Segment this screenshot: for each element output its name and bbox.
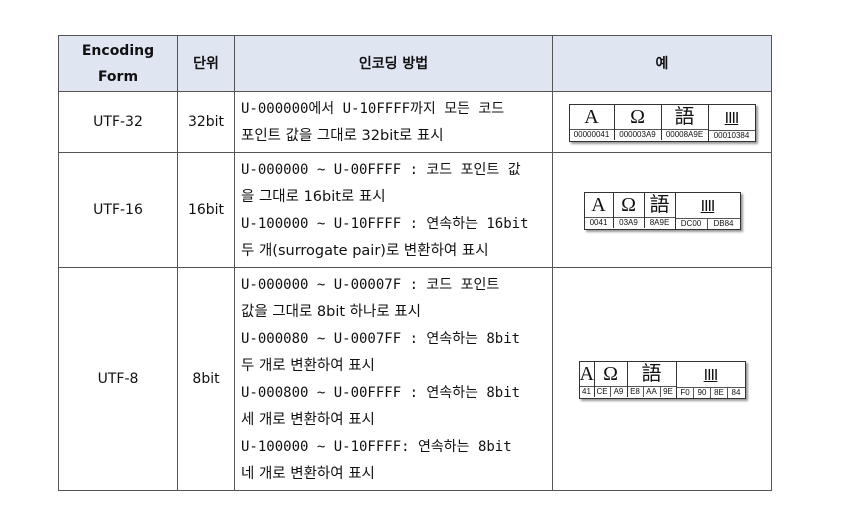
glyph-cell: A 00000041 [569, 105, 614, 140]
glyph-latin-a: A [579, 362, 594, 385]
code-unit: A9 [609, 386, 627, 397]
method-cell: U-000000 ~ U-00007F : 코드 포인트 값을 그대로 8bit… [234, 267, 553, 491]
method-line: U-000800 ~ U-00FFFF : 연속하는 8bit [241, 385, 521, 401]
glyph-omega: Ω [630, 105, 645, 128]
code-unit: 84 [727, 387, 744, 398]
code-unit: DB84 [706, 218, 740, 229]
glyph-cell: A 41 [579, 362, 594, 397]
header-example: 예 [552, 35, 772, 92]
unit-cell: 32bit [177, 91, 235, 153]
method-line: 세 개로 변환하여 표시 [241, 412, 375, 428]
code-unit: AA [642, 386, 660, 397]
unit-cell: 8bit [177, 267, 235, 491]
glyph-cell: 語 00008A9E [660, 104, 708, 140]
header-method: 인코딩 방법 [234, 35, 553, 92]
method-line: 네 개로 변환하여 표시 [241, 466, 375, 482]
header-row: Encoding Form 단위 인코딩 방법 예 [58, 35, 772, 92]
method-line: U-000000 ~ U-00FFFF : 코드 포인트 값 [241, 162, 521, 178]
glyph-cell: Ω 03A9 [612, 192, 644, 228]
glyph-han-eo: 語 [674, 105, 695, 128]
glyph-han-eo: 語 [649, 193, 670, 216]
code-unit: 00008A9E [665, 129, 704, 139]
code-unit: F0 [680, 387, 690, 397]
code-unit: 8A9E [649, 217, 670, 227]
method-line: 두 개로 변환하여 표시 [241, 358, 375, 374]
example-figure-utf16: A 0041 Ω 03A9 語 8A9E IIII DC00 DB84 [583, 191, 741, 230]
table-row: UTF-8 8bit U-000000 ~ U-00007F : 코드 포인트 … [58, 267, 772, 491]
form-cell: UTF-16 [58, 152, 178, 268]
code-unit: 000003A9 [619, 129, 656, 139]
header-encoding-form: Encoding Form [58, 35, 178, 92]
glyph-cell: IIII 00010384 [707, 104, 755, 141]
code-unit: 0041 [589, 217, 608, 227]
unit-cell: 16bit [177, 152, 235, 268]
glyph-cell: IIII F0 90 8E 84 [675, 361, 745, 398]
glyph-latin-a: A [591, 193, 606, 216]
code-unit: 03A9 [619, 217, 638, 227]
method-cell: U-000000 ~ U-00FFFF : 코드 포인트 값 을 그대로 16b… [234, 152, 553, 268]
method-line: U-000080 ~ U-0007FF : 연속하는 8bit [241, 331, 521, 347]
code-unit: 41 [582, 386, 591, 396]
glyph-cell: Ω 000003A9 [613, 104, 661, 140]
method-line: 을 그대로 16bit로 표시 [241, 189, 386, 205]
form-cell: UTF-32 [58, 91, 178, 153]
method-line: U-100000 ~ U-10FFFF: 연속하는 8bit [241, 439, 512, 455]
code-unit: 90 [693, 387, 710, 398]
method-line: U-000000에서 U-10FFFF까지 모든 코드 [241, 101, 505, 117]
example-figure-utf8: A 41 Ω CE A9 語 E8 AA 9E IIII F0 90 8E 84 [578, 360, 746, 399]
glyph-cell: 語 8A9E [643, 192, 675, 228]
code-unit: 00000041 [573, 129, 610, 139]
method-cell: U-000000에서 U-10FFFF까지 모든 코드 포인트 값을 그대로 3… [234, 91, 553, 153]
method-line: 포인트 값을 그대로 32bit로 표시 [241, 128, 444, 144]
code-unit: 8E [710, 387, 727, 398]
glyph-cell: 語 E8 AA 9E [626, 361, 676, 397]
glyph-cell: IIII DC00 DB84 [674, 192, 740, 229]
glyph-ugaritic: IIII [703, 365, 719, 384]
method-line: 값을 그대로 8bit 하나로 표시 [241, 304, 421, 320]
form-cell: UTF-8 [58, 267, 178, 491]
method-line: U-100000 ~ U-10FFFF : 연속하는 16bit [241, 216, 529, 232]
glyph-omega: Ω [603, 362, 618, 385]
glyph-han-eo: 語 [641, 362, 662, 385]
table-row: UTF-16 16bit U-000000 ~ U-00FFFF : 코드 포인… [58, 152, 772, 268]
glyph-cell: Ω CE A9 [593, 361, 627, 397]
example-cell: A 00000041 Ω 000003A9 語 00008A9E IIII 00… [552, 91, 772, 153]
encoding-table: Encoding Form 단위 인코딩 방법 예 UTF-32 32bit U-… [58, 35, 772, 491]
code-unit: CE [596, 386, 608, 396]
code-unit: DC00 [680, 218, 702, 228]
method-line: 두 개(surrogate pair)로 변환하여 표시 [241, 243, 489, 259]
example-cell: A 41 Ω CE A9 語 E8 AA 9E IIII F0 90 8E 84 [552, 267, 772, 491]
table-row: UTF-32 32bit U-000000에서 U-10FFFF까지 모든 코드… [58, 91, 772, 153]
glyph-ugaritic: IIII [724, 108, 740, 127]
method-line: U-000000 ~ U-00007F : 코드 포인트 [241, 277, 500, 293]
header-unit: 단위 [177, 35, 235, 92]
glyph-omega: Ω [621, 193, 636, 216]
glyph-latin-a: A [584, 105, 599, 128]
code-unit: 9E [659, 386, 676, 397]
example-figure-utf32: A 00000041 Ω 000003A9 語 00008A9E IIII 00… [568, 103, 756, 142]
glyph-ugaritic: IIII [700, 196, 716, 215]
example-cell: A 0041 Ω 03A9 語 8A9E IIII DC00 DB84 [552, 152, 772, 268]
code-unit: 00010384 [713, 130, 750, 140]
glyph-cell: A 0041 [584, 193, 613, 228]
code-unit: E8 [630, 386, 640, 396]
